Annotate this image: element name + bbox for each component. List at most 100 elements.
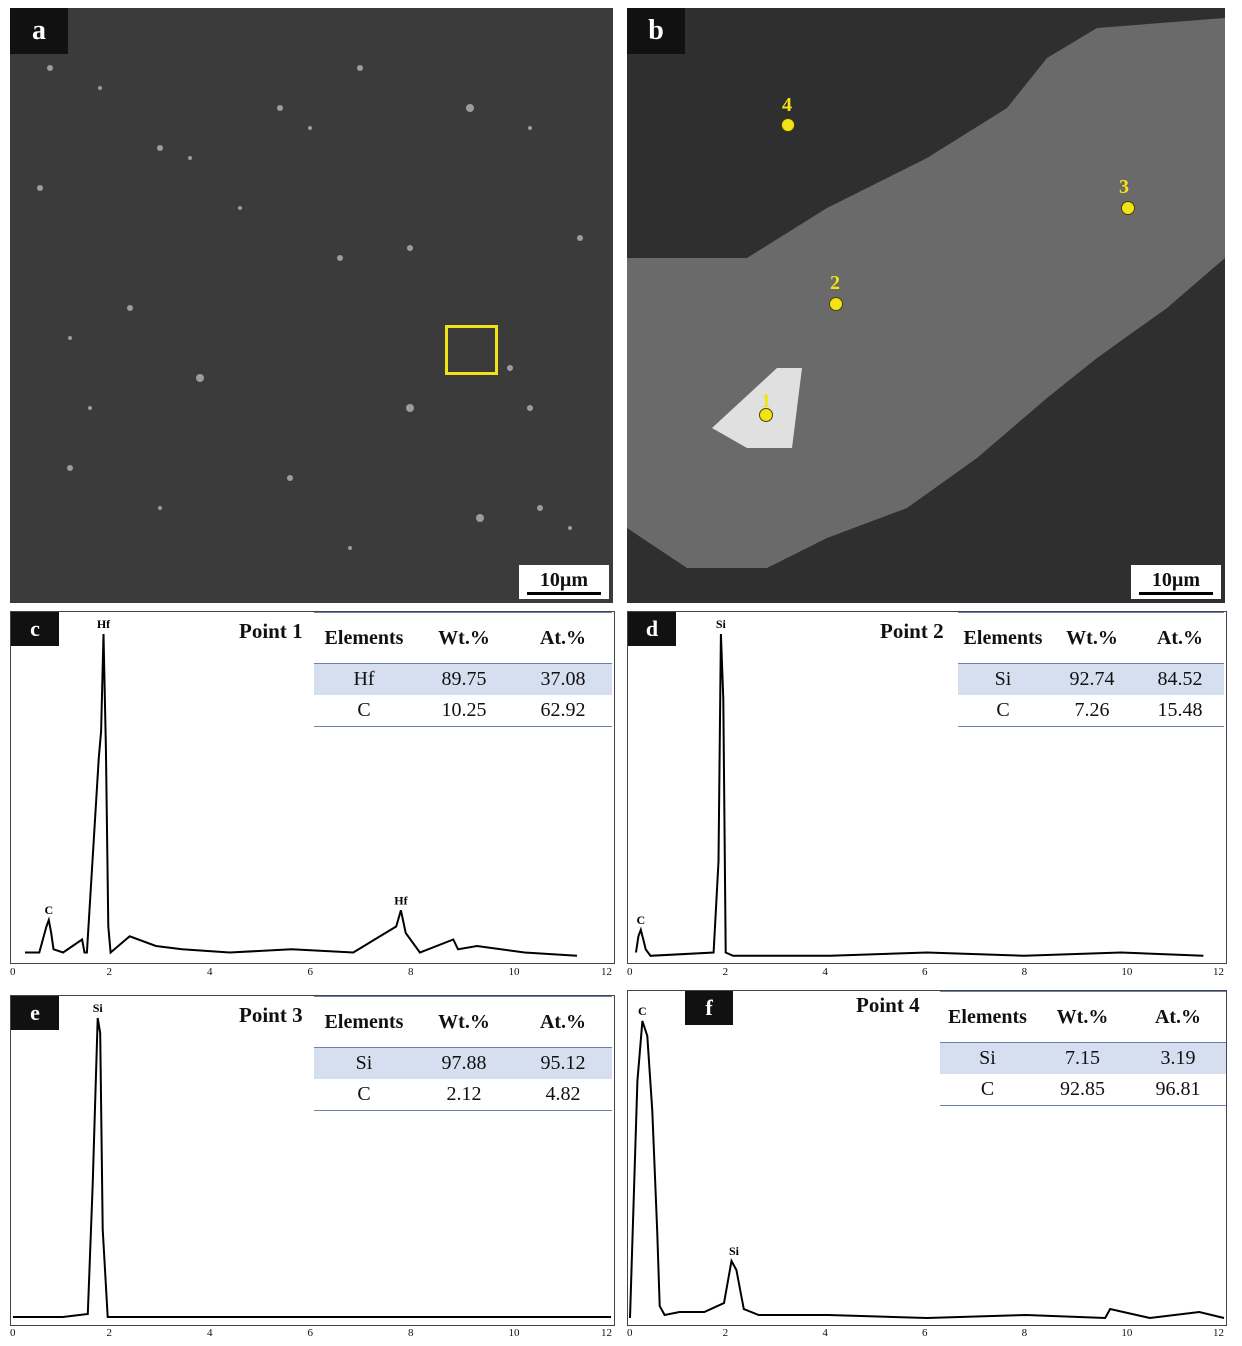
peak-label: Hf (97, 617, 111, 631)
sem-image-a: a 10µm (10, 8, 613, 603)
marker-label-1: 1 (761, 390, 771, 412)
eds-table-c: Elements Wt.% At.% Hf 89.75 37.08 C 10.25 62.9… (314, 612, 612, 727)
x-axis-ticks-e: 0 2 4 6 8 10 12 (10, 1327, 613, 1343)
panel-label-d: d (628, 612, 676, 646)
cell-at: 84.52 (1136, 663, 1224, 695)
x-tick-label: 10 (1121, 966, 1133, 978)
x-tick-label: 10 (508, 1327, 520, 1339)
eds-spectrum-panel-c: C Hf Hf c Point 1 Elements Wt.% At.% Hf 89.75… (10, 611, 615, 964)
x-tick-label: 8 (408, 966, 414, 978)
x-tick-label: 0 (10, 1327, 16, 1339)
eds-spectrum-panel-e: Si e Point 3 Elements Wt.% At.% Si 97.88 95.… (10, 995, 615, 1326)
peak-label: Hf (394, 893, 408, 907)
header-elements: Elements (314, 996, 414, 1048)
header-at: At.% (1136, 612, 1224, 664)
header-elements: Elements (958, 612, 1048, 664)
peak-label: C (638, 1004, 647, 1018)
header-at: At.% (514, 996, 612, 1048)
x-tick-label: 8 (1021, 1327, 1028, 1339)
x-tick-label: 12 (601, 1327, 612, 1339)
x-tick-label: 4 (207, 1327, 213, 1339)
spectrum-line (635, 633, 1204, 957)
x-tick-label: 12 (601, 966, 612, 978)
table-row: C 2.12 4.82 (314, 1079, 612, 1111)
x-tick-label: 2 (722, 966, 729, 978)
x-tick-label: 8 (1021, 966, 1028, 978)
eds-chart-d: CSi (635, 617, 1204, 957)
x-tick-label: 4 (207, 966, 213, 978)
cell-element: Si (940, 1042, 1035, 1074)
x-tick-label: 6 (922, 1327, 928, 1339)
spectrum-line (629, 1020, 1225, 1320)
header-elements: Elements (314, 612, 414, 664)
panel-label-a: a (10, 8, 68, 54)
header-wt: Wt.% (1048, 612, 1136, 664)
panel-label-c: c (11, 612, 59, 646)
eds-table-d: Elements Wt.% At.% Si 92.74 84.52 C 7.26 15.48 (958, 612, 1224, 727)
table-row: Si 7.15 3.19 (940, 1042, 1226, 1074)
marker-point-2 (829, 297, 843, 311)
table-row: C 7.26 15.48 (958, 695, 1224, 727)
point-title-c: Point 1 (239, 619, 303, 643)
x-tick-label: 0 (627, 966, 633, 978)
cell-at: 96.81 (1130, 1074, 1226, 1106)
panel-label-f: f (685, 991, 733, 1025)
spectrum-line (25, 633, 578, 957)
region-of-interest-box (445, 325, 498, 375)
cell-at: 4.82 (514, 1079, 612, 1111)
table-row: Hf 89.75 37.08 (314, 663, 612, 695)
eds-spectrum-panel-f: C Si f Point 4 Elements Wt.% At.% Si 7.15 3.1… (627, 990, 1227, 1326)
cell-at: 62.92 (514, 695, 612, 727)
x-tick-label: 2 (106, 1327, 113, 1339)
cell-element: C (940, 1074, 1035, 1106)
x-tick-label: 6 (307, 966, 314, 978)
x-axis-ticks-d: 0 2 4 6 8 10 12 (627, 966, 1225, 982)
scale-bar-line-a (527, 592, 601, 595)
spectrum-line (13, 1017, 611, 1318)
marker-point-1 (759, 408, 773, 422)
x-tick-label: 8 (408, 1327, 414, 1339)
cell-wt: 7.26 (1048, 695, 1136, 727)
point-title-e: Point 3 (239, 1003, 303, 1027)
cell-wt: 2.12 (414, 1079, 514, 1111)
x-axis-ticks-f: 0 2 4 6 8 10 12 (627, 1327, 1225, 1343)
eds-spectrum-panel-d: C Si d Point 2 Elements Wt.% At.% Si 92.74 84… (627, 611, 1227, 964)
sem-texture-b (627, 8, 1225, 603)
cell-wt: 7.15 (1035, 1042, 1130, 1074)
x-tick-label: 10 (1121, 1327, 1133, 1339)
x-tick-label: 4 (822, 966, 828, 978)
x-tick-label: 0 (10, 966, 16, 978)
x-tick-label: 4 (822, 1327, 828, 1339)
table-row: C 10.25 62.92 (314, 695, 612, 727)
x-axis-ticks-c: 0 2 4 6 8 10 12 (10, 966, 613, 982)
panel-label-e: e (11, 996, 59, 1030)
scale-bar-a: 10µm (519, 565, 609, 599)
peak-label: C (637, 913, 646, 927)
header-at: At.% (514, 612, 612, 664)
header-wt: Wt.% (414, 612, 514, 664)
eds-chart-e: Si (13, 1001, 611, 1318)
peak-label: Si (729, 1244, 740, 1258)
x-tick-label: 10 (508, 966, 520, 978)
cell-at: 95.12 (514, 1047, 612, 1079)
sem-texture-a (10, 8, 613, 603)
marker-point-3 (1121, 201, 1135, 215)
peak-label: C (44, 903, 53, 917)
cell-wt: 92.85 (1035, 1074, 1130, 1106)
header-elements: Elements (940, 991, 1035, 1043)
x-tick-label: 6 (307, 1327, 314, 1339)
cell-wt: 10.25 (414, 695, 514, 727)
panel-label-b: b (627, 8, 685, 54)
marker-label-2: 2 (830, 272, 840, 294)
cell-element: Hf (314, 663, 414, 695)
x-tick-label: 12 (1213, 966, 1224, 978)
cell-element: Si (958, 663, 1048, 695)
cell-wt: 89.75 (414, 663, 514, 695)
cell-element: C (314, 695, 414, 727)
cell-at: 3.19 (1130, 1042, 1226, 1074)
cell-wt: 92.74 (1048, 663, 1136, 695)
cell-element: C (958, 695, 1048, 727)
marker-label-4: 4 (782, 94, 792, 116)
cell-at: 37.08 (514, 663, 612, 695)
scale-bar-b: 10µm (1131, 565, 1221, 599)
